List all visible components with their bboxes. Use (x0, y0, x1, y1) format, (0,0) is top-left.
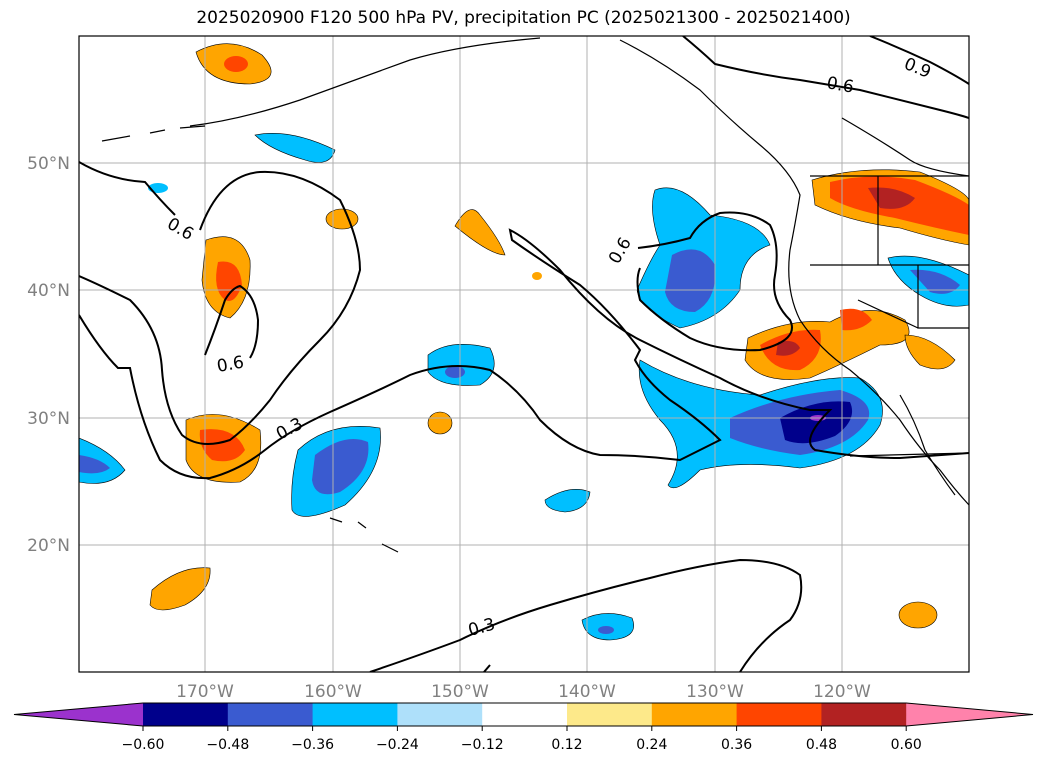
colorbar-segment (143, 703, 229, 726)
lon-label: 120°W (813, 682, 871, 702)
lon-label: 130°W (686, 682, 744, 702)
contour-label: 0.6 (215, 353, 245, 377)
colorbar-segment (821, 703, 907, 726)
colorbar-tick-label: 0.12 (551, 737, 582, 753)
lat-label: 20°N (27, 536, 70, 556)
colorbar-segment (397, 703, 483, 726)
lon-label: 150°W (431, 682, 489, 702)
map-title: 2025020900 F120 500 hPa PV, precipitatio… (196, 8, 851, 28)
lon-label: 170°W (176, 682, 234, 702)
colorbar-segment (312, 703, 398, 726)
colorbar-extend-high (906, 703, 1033, 726)
contour-label: 0.6 (825, 73, 855, 97)
pv-contours (79, 36, 969, 672)
lat-label: 30°N (27, 409, 70, 429)
colorbar-tick-label: 0.48 (806, 737, 837, 753)
lat-label: 50°N (27, 154, 70, 174)
lon-label: 160°W (304, 682, 362, 702)
colorbar-tick-label: −0.36 (291, 737, 334, 753)
colorbar-segment (482, 703, 568, 726)
colorbar-tick-label: 0.60 (891, 737, 922, 753)
coastlines (101, 37, 969, 553)
lat-label: 40°N (27, 281, 70, 301)
colorbar-tick-label: −0.48 (206, 737, 249, 753)
colorbar-tick-label: −0.60 (122, 737, 165, 753)
lat-labels: 50°N 40°N 30°N 20°N (27, 154, 70, 556)
colorbar-segment (736, 703, 822, 726)
colorbar-tick-label: 0.36 (721, 737, 752, 753)
map-frame (78, 35, 970, 673)
graticule (79, 36, 969, 672)
colorbar-extend-low (14, 703, 143, 726)
colorbar: −0.60 −0.48 −0.36 −0.24 −0.12 0.12 0.24 0.36 0.4… (13, 702, 1034, 753)
lon-labels: 170°W 160°W 150°W 140°W 130°W 120°W (176, 682, 871, 702)
precip-shading (79, 43, 969, 641)
colorbar-segment (651, 703, 738, 726)
colorbar-tick-label: −0.24 (376, 737, 419, 753)
colorbar-tick-label: 0.24 (636, 737, 667, 753)
colorbar-segment (567, 703, 653, 726)
colorbar-tick-label: −0.12 (461, 737, 504, 753)
colorbar-segment (227, 703, 314, 726)
lon-label: 140°W (558, 682, 616, 702)
